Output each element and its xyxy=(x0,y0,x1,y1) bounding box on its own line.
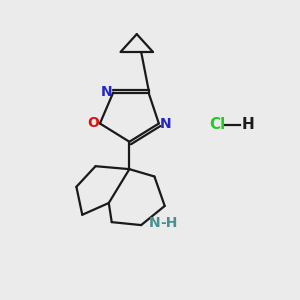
Text: H: H xyxy=(242,118,255,133)
Text: N: N xyxy=(148,216,160,230)
Text: -H: -H xyxy=(160,216,178,230)
Text: O: O xyxy=(88,116,99,130)
Text: Cl: Cl xyxy=(209,118,225,133)
Text: N: N xyxy=(101,85,112,99)
Text: N: N xyxy=(160,117,171,131)
